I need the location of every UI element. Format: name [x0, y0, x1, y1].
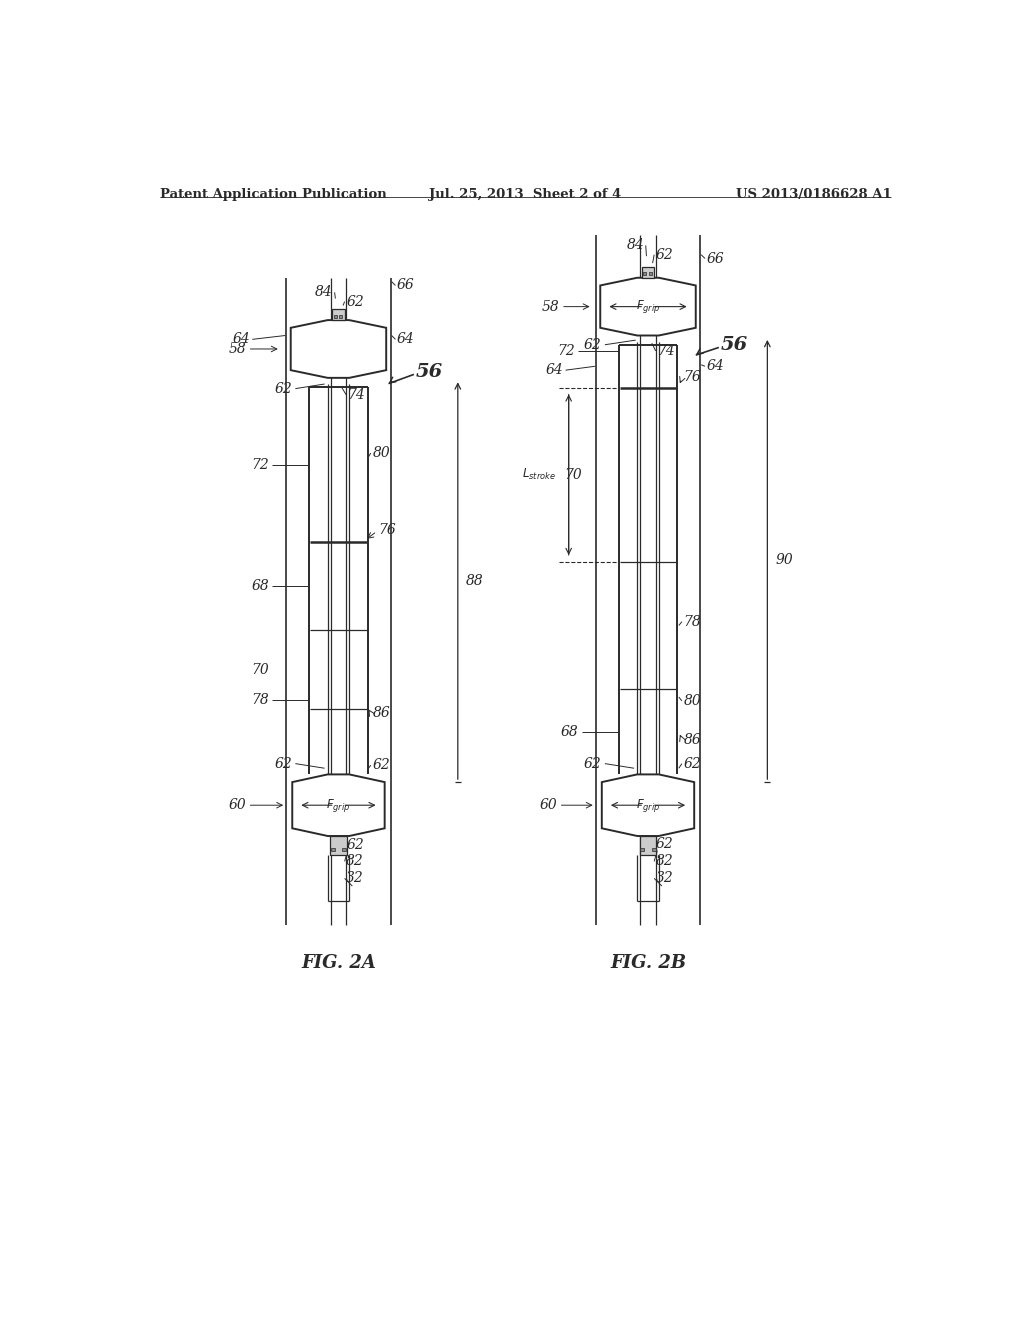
Text: 62: 62	[655, 837, 674, 850]
Polygon shape	[600, 277, 695, 335]
Polygon shape	[291, 321, 386, 378]
Text: 82: 82	[346, 854, 364, 869]
Bar	[652, 847, 655, 851]
Text: 32: 32	[346, 871, 364, 886]
Text: $L_{stroke}$: $L_{stroke}$	[521, 467, 556, 482]
Text: 88: 88	[466, 574, 483, 587]
Text: 84: 84	[627, 239, 644, 252]
Text: 62: 62	[584, 338, 602, 351]
Text: 62: 62	[274, 756, 292, 771]
Text: 58: 58	[542, 300, 559, 314]
Bar	[643, 272, 646, 276]
Text: 66: 66	[397, 279, 415, 293]
Text: $F_{grip}$: $F_{grip}$	[636, 797, 660, 813]
Bar	[330, 836, 347, 855]
Text: 76: 76	[683, 370, 701, 384]
Text: 58: 58	[228, 342, 246, 356]
Bar	[334, 314, 337, 318]
Bar	[339, 314, 342, 318]
Text: 62: 62	[346, 294, 364, 309]
Text: Patent Application Publication: Patent Application Publication	[160, 187, 387, 201]
Polygon shape	[602, 775, 694, 836]
Bar	[333, 309, 345, 321]
Text: 80: 80	[683, 694, 701, 708]
Text: 64: 64	[397, 333, 415, 346]
Text: 86: 86	[683, 733, 701, 747]
Bar	[331, 847, 335, 851]
Text: 62: 62	[346, 838, 364, 853]
Bar	[642, 267, 654, 277]
Text: 62: 62	[584, 756, 602, 771]
Text: 56: 56	[721, 337, 749, 354]
Text: 56: 56	[416, 363, 442, 381]
Text: 60: 60	[540, 799, 557, 812]
Text: 76: 76	[379, 523, 396, 537]
Text: 68: 68	[561, 725, 579, 739]
Text: $F_{grip}$: $F_{grip}$	[327, 797, 350, 813]
Text: 60: 60	[228, 799, 246, 812]
Text: 78: 78	[683, 615, 701, 628]
Text: 68: 68	[252, 579, 269, 593]
Bar	[342, 847, 346, 851]
Text: 64: 64	[546, 363, 563, 378]
Text: 32: 32	[655, 871, 674, 886]
Text: US 2013/0186628 A1: US 2013/0186628 A1	[735, 187, 891, 201]
Text: 90: 90	[775, 553, 793, 566]
Text: 86: 86	[373, 706, 390, 721]
Text: 62: 62	[373, 758, 390, 772]
Bar	[649, 272, 652, 276]
Text: 64: 64	[707, 359, 724, 374]
Text: 62: 62	[655, 248, 674, 261]
Text: 62: 62	[274, 381, 292, 396]
Text: Jul. 25, 2013  Sheet 2 of 4: Jul. 25, 2013 Sheet 2 of 4	[429, 187, 621, 201]
Text: 72: 72	[557, 343, 574, 358]
Bar	[640, 847, 644, 851]
Text: 66: 66	[707, 252, 724, 265]
Text: 70: 70	[565, 467, 583, 482]
Text: FIG. 2B: FIG. 2B	[610, 954, 686, 972]
Bar	[640, 836, 656, 855]
Text: FIG. 2A: FIG. 2A	[301, 954, 376, 972]
Polygon shape	[292, 775, 385, 836]
Text: 82: 82	[655, 854, 674, 869]
Text: 74: 74	[657, 345, 675, 358]
Text: 80: 80	[373, 446, 390, 459]
Text: 70: 70	[252, 663, 269, 677]
Text: 84: 84	[314, 285, 333, 300]
Text: 62: 62	[683, 756, 701, 771]
Text: 64: 64	[232, 333, 250, 346]
Text: $F_{grip}$: $F_{grip}$	[636, 298, 660, 315]
Text: 72: 72	[252, 458, 269, 471]
Text: 74: 74	[348, 388, 366, 401]
Text: 78: 78	[252, 693, 269, 708]
